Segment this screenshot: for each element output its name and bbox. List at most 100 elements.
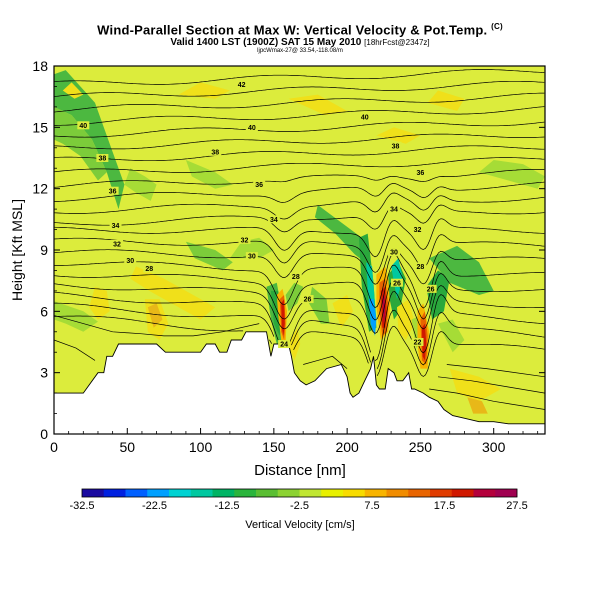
theta-contour-7 [54, 234, 545, 273]
colorbar-swatch-19 [495, 489, 518, 497]
theta-label-4: 38 [98, 156, 106, 163]
theta-label-10: 34 [112, 223, 120, 230]
x-tick-label-4: 200 [335, 439, 359, 455]
colorbar-swatch-14 [386, 489, 409, 497]
theta-contours [54, 69, 545, 410]
theta-contour-13 [54, 157, 545, 173]
theta-label-bg-17 [245, 252, 258, 261]
colorbar-swatch-11 [321, 489, 344, 497]
theta-label-6: 38 [392, 143, 400, 150]
y-axis-label: Height [Kft MSL] [9, 199, 25, 301]
theta-label-15: 32 [414, 227, 422, 234]
theta-label-bg-21 [414, 262, 427, 271]
colorbar-swatch-2 [125, 489, 148, 497]
theta-label-7: 36 [109, 188, 117, 195]
theta-label-bg-18 [388, 248, 401, 257]
theta-label-bg-23 [390, 278, 403, 287]
y-tick-label-2: 6 [40, 303, 48, 319]
theta-label-bg-7 [106, 186, 119, 195]
colorbar-tick-label-5: 17.5 [434, 500, 455, 512]
theta-contour-labels: 42 40 40 40 38 38 38 36 36 36 34 34 34 32 32 32 30 30 30 28… [77, 80, 437, 349]
theta-label-bg-0 [235, 80, 248, 89]
theta-label-26: 22 [414, 340, 422, 347]
colorbar-tick-label-0: -32.5 [69, 500, 94, 512]
theta-label-bg-15 [411, 225, 424, 234]
velocity-shade-36 [397, 299, 415, 340]
colorbar-swatch-4 [169, 489, 192, 497]
velocity-shade-15 [185, 241, 233, 271]
theta-contour-low-1 [54, 339, 96, 361]
velocity-shade-35 [391, 258, 403, 300]
colorbar-tick-label-3: -2.5 [290, 500, 309, 512]
theta-contour-4 [54, 264, 545, 321]
velocity-shade-0 [54, 70, 125, 210]
theta-contour-14 [54, 145, 545, 162]
theta-label-bg-19 [143, 264, 156, 273]
y-tick-label-3: 9 [40, 242, 48, 258]
theta-label-bg-14 [238, 235, 251, 244]
theta-contour-18 [54, 92, 545, 113]
y-tick-label-4: 12 [32, 181, 48, 197]
theta-label-3: 40 [361, 115, 369, 122]
theta-label-21: 28 [417, 264, 425, 271]
theta-label-bg-20 [289, 272, 302, 281]
theta-label-bg-25 [278, 340, 291, 349]
theta-label-bg-3 [358, 113, 371, 122]
y-tick-label-5: 15 [32, 119, 48, 135]
colorbar-swatch-3 [147, 489, 170, 497]
theta-label-5: 38 [211, 149, 219, 156]
theta-label-bg-8 [253, 180, 266, 189]
theta-label-bg-9 [414, 168, 427, 177]
theta-label-bg-16 [124, 256, 137, 265]
x-tick-label-5: 250 [409, 439, 433, 455]
theta-label-17: 30 [248, 254, 256, 261]
velocity-shade-45 [467, 397, 488, 414]
theta-label-bg-2 [245, 123, 258, 132]
theta-contour-1 [54, 302, 545, 370]
velocity-shade-24 [309, 286, 330, 324]
theta-label-8: 36 [255, 182, 263, 189]
terrain-surface [54, 331, 545, 434]
velocity-shade-42 [429, 245, 494, 295]
colorbar-tick-label-1: -22.5 [142, 500, 167, 512]
y-tick-label-1: 3 [40, 365, 48, 381]
velocity-shade-44 [449, 368, 501, 402]
theta-label-23: 26 [393, 280, 401, 287]
velocity-shade-3 [185, 160, 233, 189]
colorbar-tick-label-4: 7.5 [364, 500, 379, 512]
theta-contour-16 [54, 121, 545, 138]
theta-label-24: 26 [427, 286, 435, 293]
velocity-shade-23 [288, 327, 301, 361]
velocity-shade-21 [281, 299, 285, 336]
velocity-shade-7 [427, 90, 465, 111]
theta-label-0: 42 [238, 82, 246, 89]
theta-label-12: 34 [390, 207, 398, 214]
theta-label-bg-22 [301, 295, 314, 304]
theta-label-bg-11 [267, 215, 280, 224]
theta-label-bg-13 [111, 239, 124, 248]
theta-label-bg-6 [389, 141, 402, 150]
theta-label-11: 34 [270, 217, 278, 224]
colorbar-swatch-8 [256, 489, 279, 497]
velocity-shade-13 [147, 303, 163, 328]
colorbar-swatch-6 [212, 489, 235, 497]
x-tick-label-6: 300 [482, 439, 506, 455]
velocity-shade-9 [479, 160, 545, 189]
velocity-shade-22 [285, 282, 304, 312]
theta-contour-low-5 [446, 364, 545, 378]
chart-subtitle: Valid 1400 LST (1900Z) SAT 15 May 2010 [… [170, 37, 430, 48]
theta-contour-9 [54, 204, 545, 233]
theta-label-bg-26 [411, 338, 424, 346]
theta-label-bg-12 [388, 205, 401, 214]
colorbar-swatch-1 [103, 489, 126, 497]
x-tick-label-1: 50 [119, 439, 135, 455]
velocity-shade-4 [62, 82, 84, 99]
colorbar-tick-label-2: -12.5 [214, 500, 239, 512]
theta-contour-3 [54, 279, 545, 334]
colorbar-swatch-16 [430, 489, 453, 497]
theta-label-bg-1 [77, 121, 90, 130]
theta-contour-low-4 [437, 376, 545, 394]
velocity-shade-8 [376, 127, 421, 144]
